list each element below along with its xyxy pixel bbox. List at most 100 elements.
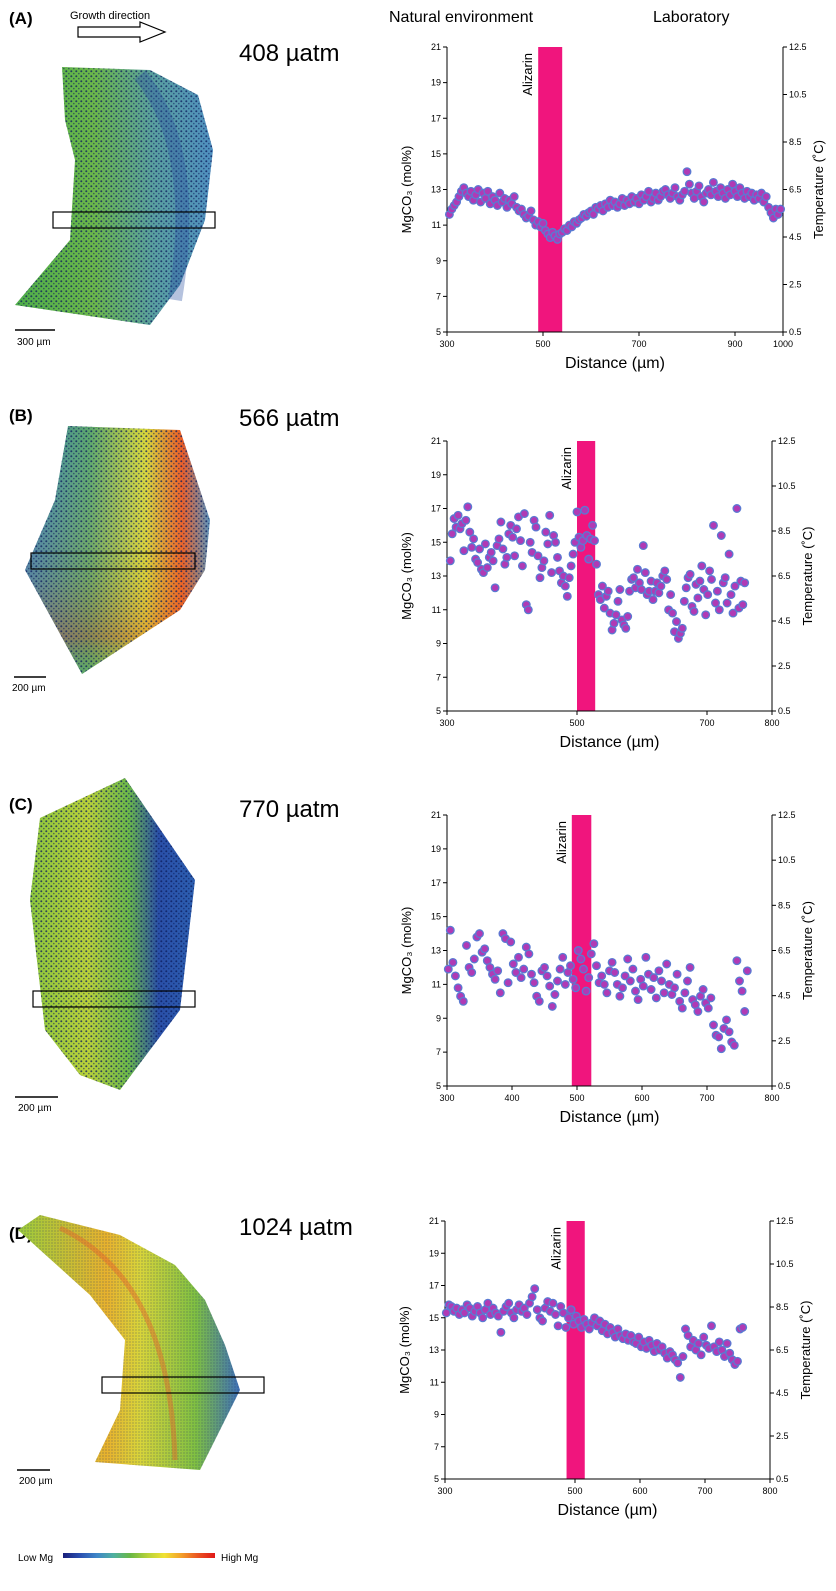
data-point (714, 605, 724, 615)
x-tick-label: 800 (764, 718, 779, 728)
data-point (512, 524, 521, 534)
panel-d-map: (D) 1024 µatm 200 µm (9, 1214, 353, 1487)
data-point (714, 1337, 724, 1347)
y2-tick-label: 6.5 (778, 571, 791, 581)
data-point (533, 551, 543, 561)
data-point (494, 534, 504, 544)
data-point (625, 976, 635, 986)
data-point (638, 541, 648, 551)
y2-tick-label: 2.5 (778, 661, 791, 671)
panel-b-scale-label: 200 µm (12, 683, 46, 694)
y-tick-label: 15 (429, 1313, 439, 1323)
x-tick-label: 300 (437, 1486, 452, 1496)
y2-tick-label: 8.5 (778, 526, 791, 536)
data-point (615, 991, 625, 1001)
data-point (670, 983, 679, 993)
data-point (730, 581, 740, 591)
data-point (531, 522, 541, 532)
data-point (742, 966, 752, 976)
y2-tick-label: 12.5 (776, 1216, 794, 1226)
legend-low-label: Low Mg (18, 1553, 53, 1564)
data-point (712, 586, 722, 596)
data-point (724, 549, 734, 559)
y-tick-label: 17 (431, 113, 441, 123)
y-tick-label: 7 (436, 1047, 441, 1057)
data-point (465, 527, 475, 537)
data-point (467, 968, 477, 977)
data-point (698, 985, 708, 994)
alizarin-band (538, 47, 563, 332)
data-point (666, 590, 676, 600)
data-point (566, 1305, 576, 1315)
data-point (679, 596, 689, 606)
data-point (530, 1284, 540, 1294)
data-point (657, 976, 666, 986)
data-point (707, 574, 716, 584)
data-point (509, 1313, 519, 1323)
y-tick-label: 13 (431, 946, 441, 956)
data-point (469, 534, 479, 544)
data-point (467, 542, 477, 552)
y2-tick-label: 10.5 (778, 481, 796, 491)
data-point (677, 623, 687, 633)
data-point (573, 946, 583, 955)
data-point (611, 610, 621, 620)
x-tick-label: 600 (632, 1486, 647, 1496)
y-tick-label: 11 (432, 979, 441, 989)
x-tick-label: 800 (762, 1486, 777, 1496)
y-tick-label: 5 (436, 327, 441, 337)
data-point (656, 581, 666, 591)
data-point (680, 988, 690, 998)
data-point (633, 564, 642, 574)
data-point (558, 1308, 568, 1318)
data-point (529, 978, 539, 988)
data-point (486, 547, 496, 557)
data-point (453, 983, 463, 993)
data-point (776, 204, 786, 214)
data-point (740, 578, 750, 588)
natural-environment-label: Natural environment (389, 9, 534, 26)
y-tick-label: 21 (431, 436, 441, 446)
data-point (609, 618, 619, 628)
data-point (538, 1316, 547, 1326)
data-point (613, 596, 623, 606)
y-tick-label: 21 (431, 42, 441, 52)
data-point (697, 561, 707, 571)
data-point (496, 517, 506, 527)
data-point (560, 979, 570, 989)
data-point (469, 954, 479, 964)
legend-high-label: High Mg (221, 1553, 258, 1564)
data-point (662, 959, 672, 969)
x-tick-label: 500 (567, 1486, 582, 1496)
y-tick-label: 11 (432, 220, 441, 230)
data-point (722, 598, 732, 608)
y2-tick-label: 0.5 (789, 327, 802, 337)
panel-b-map: (B) 566 µatm 200 µm (9, 405, 340, 694)
data-point (459, 546, 469, 556)
data-point (618, 983, 627, 993)
y2-tick-label: 8.5 (778, 900, 791, 910)
chart-2: Alizarin 5 7 9 11 13 15 17 19 21 0.5 2.5 4.5 6.5 8.5 10… (399, 436, 815, 751)
panel-c-pco2: 770 µatm (239, 796, 340, 823)
alizarin-label: Alizarin (549, 1227, 564, 1270)
data-point (490, 974, 500, 984)
data-point (550, 990, 560, 999)
data-point (711, 598, 720, 608)
data-point (740, 1007, 750, 1016)
x-tick-label: 700 (697, 1486, 712, 1496)
data-point (651, 993, 661, 1003)
panel-a-transect-box (52, 211, 216, 229)
data-point (545, 981, 555, 991)
y2-tick-label: 6.5 (789, 185, 802, 195)
data-point (668, 608, 677, 618)
data-point (581, 986, 591, 996)
data-point (483, 186, 493, 196)
chart-4: Alizarin 5 7 9 11 13 15 17 19 21 0.5 2.5 4.5 6.5 8.5 10… (397, 1216, 813, 1519)
x-axis-label: Distance (µm) (565, 355, 665, 372)
data-point (561, 1322, 571, 1332)
y-tick-label: 19 (431, 470, 441, 480)
data-point (689, 606, 699, 616)
data-point (576, 954, 586, 964)
y2-tick-label: 12.5 (789, 42, 807, 52)
chart-3: Alizarin 5 7 9 11 13 15 17 19 21 0.5 2.5 4.5 6.5 8.5 10… (399, 810, 815, 1126)
